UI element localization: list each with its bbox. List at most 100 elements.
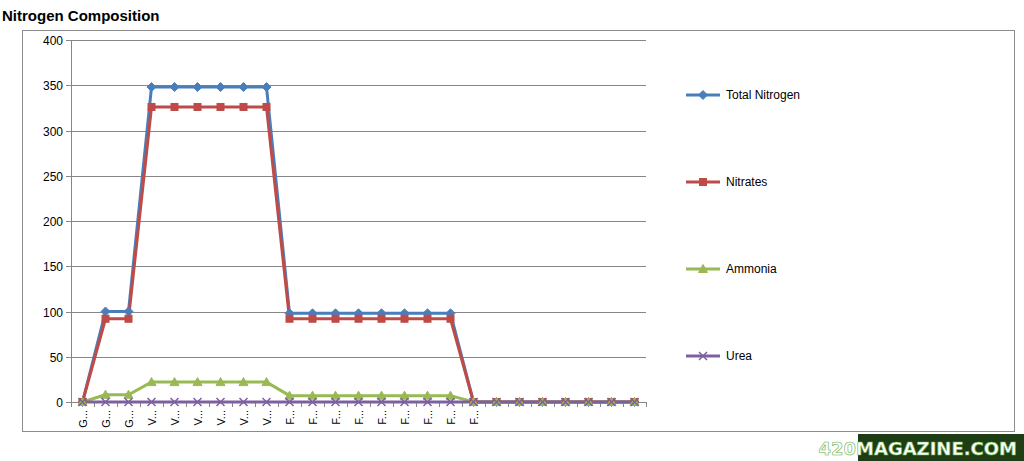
x-tick [71,402,72,407]
marker-x [263,398,271,406]
x-tick-label: V... [215,410,227,426]
watermark: 420MAGAZINE.COM [819,438,1018,459]
marker-square [102,315,109,322]
x-tick-label: F... [468,410,480,425]
marker-x [401,398,409,406]
marker-diamond [538,398,547,407]
marker-diamond [78,398,87,407]
y-tick [66,266,71,267]
marker-square [608,399,615,406]
marker-square [263,103,270,110]
marker-diamond [561,398,570,407]
title: Nitrogen Composition [2,7,160,24]
marker-x [309,398,317,406]
marker-square [424,315,431,322]
marker-square [240,103,247,110]
x-tick-label: F... [284,410,296,425]
y-axis [71,40,72,402]
chart-svg: Nitrogen Composition05010015020025030035… [0,0,1024,461]
marker-triangle [469,398,478,406]
grid-line [71,176,646,177]
marker-x [699,352,707,360]
marker-square [309,315,316,322]
marker-triangle [561,398,570,406]
marker-diamond [515,398,524,407]
marker-x [217,398,225,406]
y-tick-label: 0 [56,396,63,410]
marker-square [447,315,454,322]
x-tick-label: F... [376,410,388,425]
marker-square [470,399,477,406]
marker-x [585,398,593,406]
y-tick [66,176,71,177]
marker-diamond [170,83,179,92]
marker-triangle [239,378,248,386]
marker-x [102,398,110,406]
x-tick-label: F... [422,410,434,425]
marker-x [539,398,547,406]
legend-label: Ammonia [726,262,777,276]
marker-square [332,315,339,322]
marker-square [378,315,385,322]
y-tick-label: 400 [43,34,63,48]
y-tick [66,402,71,403]
marker-x [447,398,455,406]
x-tick-label: F... [330,410,342,425]
marker-diamond [101,307,110,316]
y-tick [66,221,71,222]
x-tick [646,402,647,407]
marker-square [516,399,523,406]
marker-x [194,398,202,406]
marker-x [171,398,179,406]
marker-triangle [699,265,708,273]
grid-line [71,266,646,267]
x-tick-label: G... [123,410,135,428]
legend-label: Total Nitrogen [726,88,800,102]
marker-triangle [124,390,133,398]
marker-square [171,103,178,110]
grid-line [71,357,646,358]
chart-frame [23,31,1015,432]
legend-label: Nitrates [726,175,767,189]
y-tick [66,357,71,358]
marker-square [148,103,155,110]
marker-triangle [147,378,156,386]
series-line [83,107,635,402]
marker-square [401,315,408,322]
marker-square [355,315,362,322]
marker-x [148,398,156,406]
marker-square [539,399,546,406]
x-tick-label: G... [100,410,112,428]
legend-label: Urea [726,349,752,363]
marker-x [286,398,294,406]
marker-square [286,315,293,322]
marker-square [700,179,707,186]
marker-diamond [607,398,616,407]
x-tick-label: F... [353,410,365,425]
marker-x [79,398,87,406]
y-tick [66,85,71,86]
marker-x [516,398,524,406]
marker-square [79,399,86,406]
x-tick-label: V... [238,410,250,426]
marker-triangle [78,398,87,406]
marker-x [608,398,616,406]
marker-diamond [147,83,156,92]
marker-x [631,398,639,406]
series-group [78,83,639,407]
x-tick-label: V... [146,410,158,426]
marker-x [125,398,133,406]
marker-triangle [101,390,110,398]
marker-triangle [630,398,639,406]
marker-square [585,399,592,406]
x-tick-label: F... [307,410,319,425]
x-tick-label: V... [261,410,273,426]
marker-diamond [193,83,202,92]
marker-diamond [630,398,639,407]
marker-diamond [699,91,708,100]
x-tick-label: F... [445,410,457,425]
marker-square [493,399,500,406]
marker-x [562,398,570,406]
marker-triangle [170,378,179,386]
x-tick-label: G... [77,410,89,428]
